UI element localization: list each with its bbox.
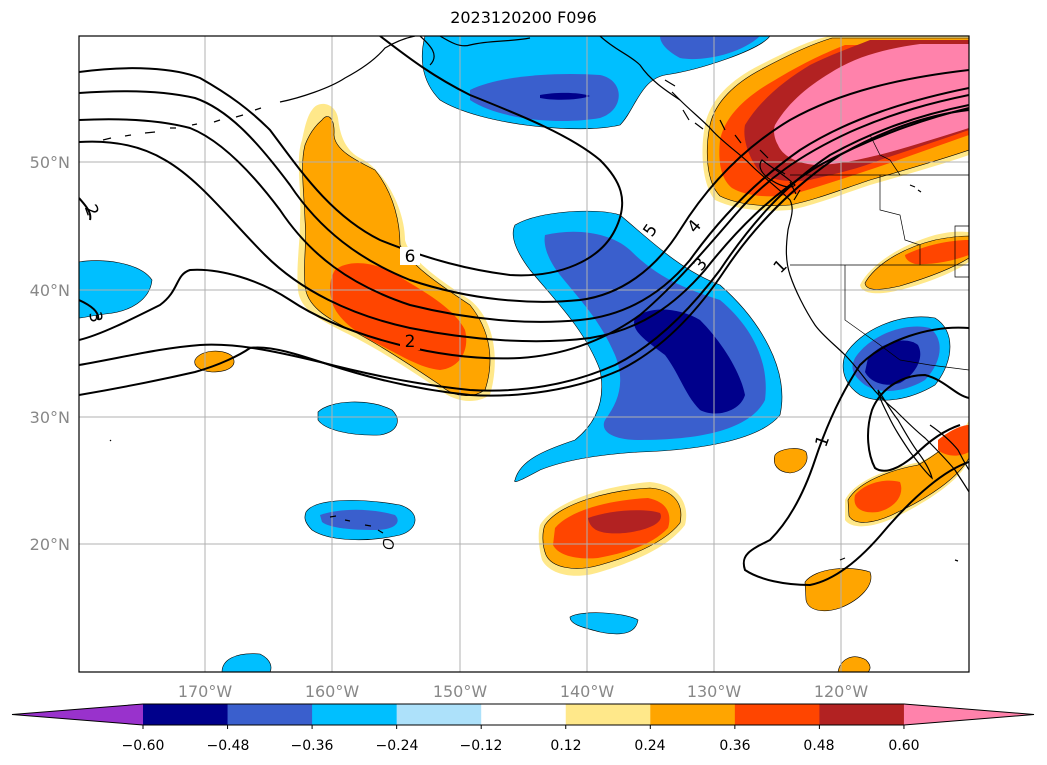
positive-patch-se: [804, 568, 872, 612]
lon-label-140w: 140°W: [560, 682, 615, 701]
lat-label-30n: 30°N: [30, 408, 70, 427]
lat-label-40n: 40°N: [30, 281, 70, 300]
lon-label-120w: 120°W: [814, 682, 869, 701]
contour-label-bg: [400, 247, 420, 265]
longitude-labels: 170°W 160°W 150°W 140°W 130°W 120°W: [178, 682, 869, 701]
political-borders: [790, 134, 969, 371]
positive-patch-west: [194, 350, 235, 373]
colorbar-swatches: [11, 703, 1035, 729]
contour-label: 2: [405, 332, 416, 352]
colorbar-swatch: [312, 704, 398, 725]
colorbar-swatch: [819, 704, 905, 725]
colorbar-tick-label: −0.12: [460, 738, 503, 754]
height-contours: [79, 36, 969, 587]
colorbar-tick-label: 0.48: [803, 738, 834, 754]
lon-label-150w: 150°W: [433, 682, 488, 701]
colorbar-swatch: [396, 704, 482, 725]
contour-label-bg: [400, 332, 420, 350]
colorbar-tick-label: 0.36: [719, 738, 750, 754]
colorbar-tick-label: −0.60: [122, 738, 165, 754]
colorbar-tick-label: 0.60: [888, 738, 919, 754]
coastlines: [102, 36, 969, 562]
colorbar-swatch: [481, 704, 567, 725]
negative-region-gulf-of-alaska-core: [540, 92, 590, 100]
contour-label: 3: [84, 310, 106, 324]
colorbar-swatch: [565, 704, 651, 725]
colorbar-tick-label: −0.48: [207, 738, 250, 754]
colorbar-tick-label: 0.12: [550, 738, 581, 754]
positive-patch-bottom: [837, 656, 871, 672]
negative-patch-central: [317, 401, 398, 436]
colorbar-tick-label: −0.24: [376, 738, 419, 754]
map-frame: [78, 35, 970, 673]
colorbar-ticks: −0.60 −0.48 −0.36 −0.24 −0.12 0.12 0.24 …: [122, 738, 920, 754]
lon-label-130w: 130°W: [687, 682, 742, 701]
lon-label-160w: 160°W: [305, 682, 360, 701]
lon-label-170w: 170°W: [178, 682, 233, 701]
negative-region-west: [79, 260, 153, 319]
latitude-labels: 50°N 40°N 30°N 20°N: [30, 153, 70, 554]
map-title: 2023120200 F096: [450, 8, 597, 27]
colorbar-extend-low: [12, 704, 143, 725]
colorbar-swatch: [650, 704, 736, 725]
positive-patch-ne: [773, 448, 808, 474]
colorbar: −0.60 −0.48 −0.36 −0.24 −0.12 0.12 0.24 …: [11, 703, 1035, 754]
colorbar-extend-high: [903, 704, 1034, 725]
contour-label: 6: [405, 247, 416, 267]
anomaly-shading: [79, 36, 969, 672]
colorbar-tick-label: 0.24: [634, 738, 665, 754]
colorbar-swatch: [227, 704, 313, 725]
lat-label-50n: 50°N: [30, 153, 70, 172]
colorbar-tick-label: −0.36: [291, 738, 334, 754]
negative-patch-bottom: [221, 653, 272, 672]
colorbar-swatch: [734, 704, 820, 725]
colorbar-swatch: [143, 704, 229, 725]
lat-label-20n: 20°N: [30, 535, 70, 554]
